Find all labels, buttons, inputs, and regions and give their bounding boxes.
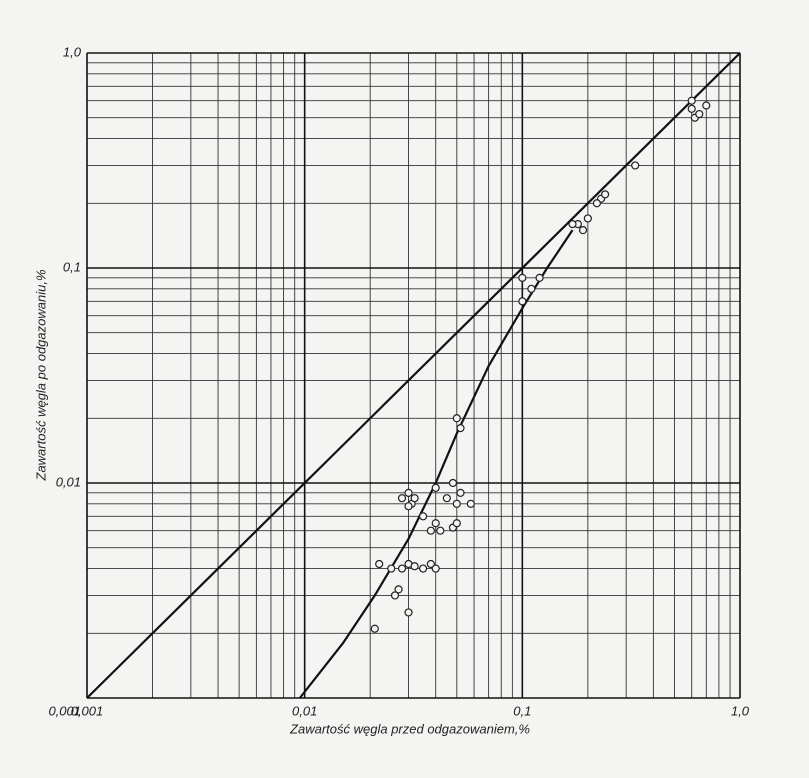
data-point (568, 220, 577, 229)
data-point (426, 559, 435, 569)
data-point (397, 494, 407, 503)
data-point (452, 519, 461, 528)
data-point (387, 564, 396, 573)
y-tick-label: 0,1 (63, 259, 81, 274)
data-point (404, 608, 413, 617)
curve (86, 52, 741, 699)
x-tick-label: 0,001 (71, 703, 104, 718)
data-point (410, 562, 419, 571)
data-point (527, 284, 536, 293)
data-point (375, 559, 384, 569)
y-tick-label: 0,01 (56, 474, 81, 489)
data-point (436, 526, 445, 535)
data-point (600, 190, 610, 199)
data-point (394, 585, 403, 594)
data-point (431, 519, 440, 528)
y-axis-label: Zawartość węgla po odgazowaniu,% (33, 269, 48, 481)
data-point (592, 199, 601, 208)
x-tick-label: 0,01 (292, 703, 317, 718)
data-point (702, 101, 711, 110)
data-point (442, 494, 451, 503)
data-point (456, 488, 465, 497)
x-tick-label: 0,1 (513, 703, 531, 718)
data-point (687, 104, 696, 113)
data-point (578, 226, 588, 235)
data-point (410, 494, 419, 503)
data-point (518, 273, 527, 282)
data-point (466, 499, 475, 508)
data-point (687, 96, 696, 105)
data-point (426, 526, 435, 535)
data-point (397, 564, 407, 573)
x-axis-label: Zawartość węgla przed odgazowaniem,% (289, 721, 530, 736)
data-point (452, 414, 461, 423)
data-point (631, 161, 640, 170)
data-point (535, 273, 544, 282)
y-tick-label: 1,0 (63, 44, 82, 59)
data-point (404, 502, 413, 511)
data-point (390, 591, 400, 600)
data-point (418, 564, 428, 573)
data-point (418, 512, 428, 521)
data-point (370, 624, 379, 633)
data-point (695, 109, 704, 119)
data-point (452, 499, 461, 508)
data-point (431, 483, 440, 492)
data-point (404, 488, 413, 497)
x-tick-label: 1,0 (731, 703, 750, 718)
data-point (518, 297, 527, 306)
data-point (583, 214, 592, 223)
y-tick-label: 0,001 (48, 703, 81, 718)
data-point (456, 424, 465, 433)
data-point (431, 564, 440, 573)
data-point (448, 478, 458, 488)
